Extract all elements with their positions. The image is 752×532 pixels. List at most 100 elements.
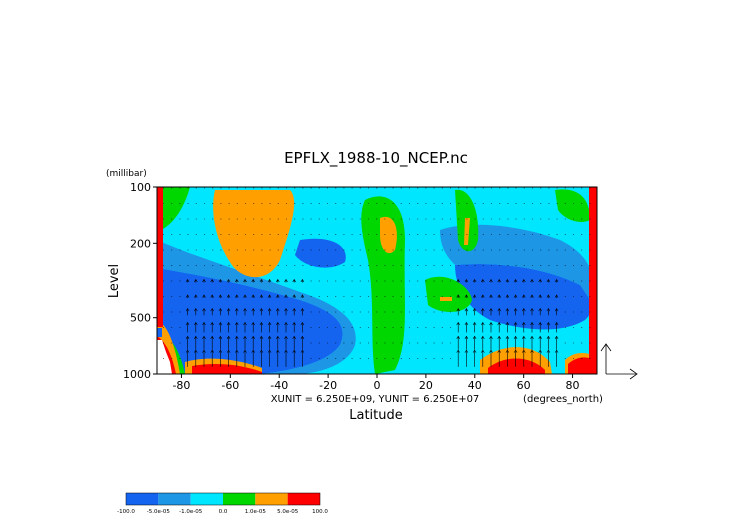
flux-vector-head (300, 321, 305, 326)
flux-vector-head (259, 335, 264, 339)
flux-vector-head (243, 321, 247, 326)
flux-vector-head (251, 308, 255, 312)
flux-vector-head (284, 294, 288, 298)
y-tick-label: 200 (130, 237, 151, 250)
flux-vector-head (522, 294, 526, 298)
flux-vector-head (267, 349, 272, 353)
flux-vector-head (218, 278, 223, 283)
flux-vector-head (292, 349, 296, 353)
flux-vector-head (276, 349, 280, 353)
flux-vector-head (505, 294, 510, 298)
flux-vector-head (218, 321, 223, 326)
flux-vector-head (497, 308, 501, 312)
flux-vector-head (554, 278, 559, 283)
y-axis-label: Level (107, 264, 122, 298)
flux-vector-head (276, 278, 280, 283)
colorbar-swatch (223, 493, 256, 505)
flux-vector-head (267, 278, 272, 283)
flux-vector-head (251, 349, 255, 353)
flux-vector-head (300, 349, 305, 353)
flux-vector-head (456, 335, 460, 339)
flux-vector-head (226, 335, 231, 339)
flux-vector-head (538, 349, 542, 353)
x-tick-label: -80 (172, 379, 190, 392)
flux-vector-head (276, 294, 280, 298)
flux-vector-head (185, 278, 190, 283)
flux-vector-head (530, 308, 534, 312)
flux-vector-head (530, 349, 534, 353)
x-tick-label: 0 (374, 379, 381, 392)
flux-vector-head (538, 335, 542, 339)
flux-vector-head (522, 308, 526, 312)
flux-vector-head (481, 349, 485, 353)
flux-vector-head (235, 321, 239, 326)
colorbar-label: 5.0e-05 (277, 509, 299, 515)
flux-vector-head (259, 308, 264, 312)
flux-vector-head (276, 335, 280, 339)
flux-vector-head (464, 278, 469, 283)
flux-vector-head (472, 308, 477, 312)
flux-vector-head (284, 335, 288, 339)
flux-vector-head (300, 278, 305, 283)
flux-vector-head (267, 294, 272, 298)
x-units-label: (degrees_north) (523, 394, 603, 405)
flux-vector-head (546, 308, 551, 312)
flux-vector-head (235, 308, 239, 312)
flux-vector-head (505, 321, 510, 326)
x-tick-label: 20 (419, 379, 433, 392)
flux-vector-head (218, 308, 223, 312)
flux-vector-head (481, 294, 485, 298)
x-tick-label: -20 (319, 379, 337, 392)
flux-vector-head (210, 294, 214, 298)
flux-vector-head (284, 278, 288, 283)
flux-vector-head (472, 335, 477, 339)
flux-vector-head (546, 278, 551, 283)
flux-vector-head (300, 335, 305, 339)
heatmap-field (157, 187, 597, 374)
flux-vector-head (194, 308, 198, 312)
flux-vector-head (456, 308, 460, 312)
flux-vector-head (235, 278, 239, 283)
flux-vector-head (194, 349, 198, 353)
flux-vector-head (267, 335, 272, 339)
colorbar-label: 0.0 (219, 509, 228, 515)
flux-vector-head (522, 335, 526, 339)
flux-vector-head (497, 349, 501, 353)
flux-vector-head (505, 278, 510, 283)
flux-vector-head (489, 308, 493, 312)
flux-vector-head (276, 308, 280, 312)
colorbar: -100.0 -5.0e-05 -1.0e-05 0.0 1.0e-05 5.0e-05 1… (117, 492, 328, 515)
flux-vector-head (530, 278, 534, 283)
flux-vector-head (472, 294, 477, 298)
flux-vector-head (259, 349, 264, 353)
flux-vector-head (267, 321, 272, 326)
flux-vector-head (554, 294, 559, 298)
flux-vector-head (185, 335, 190, 339)
flux-vector-head (210, 321, 214, 326)
flux-vector-head (226, 294, 231, 298)
flux-vector-head (251, 278, 255, 283)
flux-vector-head (522, 349, 526, 353)
flux-vector-head (259, 321, 264, 326)
flux-vector-head (489, 321, 493, 326)
reference-vector (600, 343, 638, 380)
colorbar-swatch (158, 493, 191, 505)
flux-vector-head (472, 278, 477, 283)
flux-vector-head (226, 308, 231, 312)
x-tick-label: 60 (517, 379, 531, 392)
flux-vector-head (554, 349, 559, 353)
flux-vector-field (163, 187, 591, 367)
flux-vector-head (546, 321, 551, 326)
flux-vector-head (194, 321, 198, 326)
flux-vector-head (546, 294, 551, 298)
flux-vector-head (456, 278, 460, 283)
colorbar-label: 1.0e-05 (245, 509, 267, 515)
colorbar-frame (125, 492, 321, 506)
flux-vector-head (185, 349, 190, 353)
flux-vector-head (513, 294, 518, 298)
flux-vector-head (202, 308, 206, 312)
flux-vector-head (202, 321, 206, 326)
flux-vector-head (481, 321, 485, 326)
flux-vector-head (185, 294, 190, 298)
y-units-label: (millibar) (106, 169, 147, 179)
